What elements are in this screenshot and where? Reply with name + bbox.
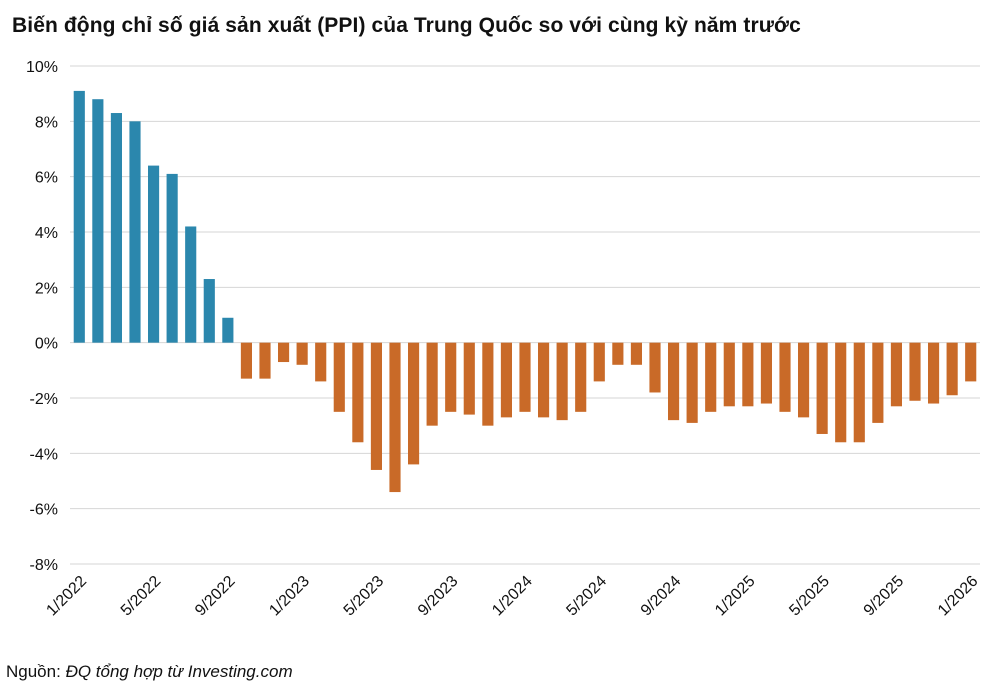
x-tick-label: 9/2023 [415,573,462,620]
y-tick-label: 0% [35,336,58,353]
bar-9/2023 [445,342,457,412]
bar-12/2023 [500,342,512,418]
bar-9/2024 [668,342,680,421]
x-tick-label: 5/2022 [118,573,165,620]
x-tick-label: 9/2024 [638,573,685,620]
bar-4/2023 [352,342,364,443]
bar-1/2022 [73,90,85,343]
source-note: Nguồn: ĐQ tổng hợp từ Investing.com [6,662,293,682]
bar-10/2022 [240,342,252,379]
bar-6/2025 [835,342,847,443]
grid-lines [70,65,980,565]
bar-1/2023 [296,342,308,365]
source-label: Nguồn: [6,662,61,681]
y-tick-label: -6% [30,502,58,519]
bar-7/2022 [185,226,197,343]
x-axis-labels: 1/2022 5/2022 9/2022 1/2023 5/2023 9/2023 1/20… [43,573,981,620]
bar-11/2024 [705,342,717,412]
bar-3/2022 [110,113,122,343]
bar-11/2022 [259,342,271,379]
bar-5/2024 [593,342,605,382]
bar-11/2023 [482,342,494,426]
x-tick-label: 5/2024 [563,573,610,620]
bar-10/2025 [909,342,921,401]
x-tick-label: 1/2024 [489,573,536,620]
bar-2/2024 [538,342,550,418]
bar-6/2023 [389,342,401,493]
bar-2/2025 [760,342,772,404]
y-tick-label: -2% [30,391,58,408]
x-tick-label: 5/2023 [341,573,388,620]
x-tick-label: 5/2025 [786,573,833,620]
bar-9/2025 [890,342,902,407]
y-axis-labels: 10% 8% 6% 4% 2% 0% -2% -4% -6% -8% [26,59,58,574]
bar-9/2022 [222,317,234,343]
bar-12/2025 [946,342,958,396]
bar-12/2022 [278,342,290,363]
y-tick-label: 10% [26,59,58,76]
bar-3/2023 [333,342,345,412]
bar-1/2025 [742,342,754,407]
bar-3/2025 [779,342,791,412]
bar-4/2022 [129,121,141,343]
bar-8/2022 [203,279,215,343]
bar-3/2024 [556,342,568,421]
x-tick-label: 1/2026 [935,573,982,620]
x-tick-label: 9/2022 [192,573,239,620]
bar-5/2025 [816,342,828,434]
y-tick-label: 6% [35,170,58,187]
bar-series [73,90,977,493]
bar-8/2023 [426,342,438,426]
bar-12/2024 [723,342,735,407]
bar-7/2023 [408,342,420,465]
bar-2/2023 [315,342,327,382]
bar-2/2022 [92,99,104,343]
bar-1/2026 [965,342,977,382]
bar-4/2025 [798,342,810,418]
bar-10/2024 [686,342,698,423]
x-tick-label: 1/2022 [43,573,90,620]
bar-11/2025 [928,342,940,404]
bar-10/2023 [463,342,475,415]
y-tick-label: -8% [30,557,58,574]
source-text: ĐQ tổng hợp từ Investing.com [65,662,293,681]
y-tick-label: 8% [35,114,58,131]
bar-5/2023 [370,342,382,470]
bar-5/2022 [148,165,160,343]
y-tick-label: 4% [35,225,58,242]
bar-8/2024 [649,342,661,393]
y-tick-label: 2% [35,280,58,297]
bar-1/2024 [519,342,531,412]
bar-8/2025 [872,342,884,423]
x-tick-label: 1/2025 [712,573,759,620]
bar-7/2024 [630,342,642,365]
chart-title: Biến động chỉ số giá sản xuất (PPI) của … [12,14,801,37]
x-tick-label: 1/2023 [266,573,313,620]
bar-7/2025 [853,342,865,443]
bar-4/2024 [575,342,587,412]
y-tick-label: -4% [30,446,58,463]
bar-6/2024 [612,342,624,365]
x-tick-label: 9/2025 [861,573,908,620]
bar-6/2022 [166,173,178,343]
